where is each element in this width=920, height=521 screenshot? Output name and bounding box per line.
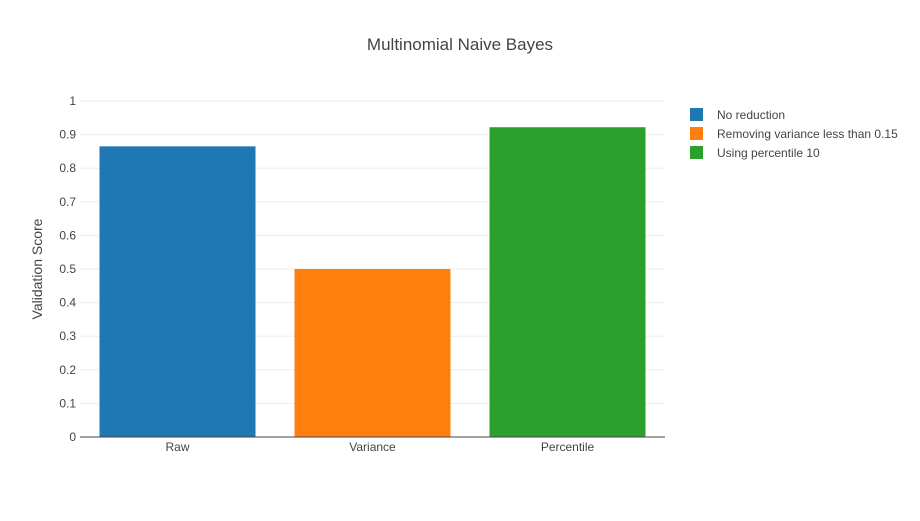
legend-swatch: [690, 108, 703, 121]
y-tick-label: 0.5: [59, 262, 76, 276]
y-tick-label: 1: [69, 94, 76, 108]
legend-label: No reduction: [717, 108, 785, 122]
legend-label: Using percentile 10: [717, 146, 820, 160]
y-tick-label: 0.7: [59, 195, 76, 209]
y-tick-label: 0.9: [59, 128, 76, 142]
legend-item[interactable]: Using percentile 10: [690, 146, 820, 160]
legend-item[interactable]: Removing variance less than 0.15: [690, 127, 898, 141]
bar-variance[interactable]: [294, 269, 451, 437]
legend-swatch: [690, 127, 703, 140]
y-tick-label: 0.2: [59, 363, 76, 377]
legend-label: Removing variance less than 0.15: [717, 127, 898, 141]
y-tick-label: 0.3: [59, 329, 76, 343]
legend-swatch: [690, 146, 703, 159]
bar-percentile[interactable]: [489, 127, 646, 437]
y-tick-label: 0.8: [59, 161, 76, 175]
bar-raw[interactable]: [99, 146, 256, 438]
y-tick-label: 0: [69, 430, 76, 444]
y-tick-label: 0.1: [59, 396, 76, 410]
x-tick-label: Variance: [349, 440, 396, 454]
x-tick-label: Raw: [165, 440, 189, 454]
y-axis-label: Validation Score: [29, 218, 45, 319]
x-tick-label: Percentile: [541, 440, 595, 454]
legend-item[interactable]: No reduction: [690, 108, 785, 122]
chart-title: Multinomial Naive Bayes: [367, 35, 553, 54]
y-tick-label: 0.6: [59, 228, 76, 242]
axes: 0 0.1 0.2 0.3 0.4 0.5 0.6 0.7 0.8 0.9 1 Raw Variance…: [59, 94, 665, 454]
y-tick-label: 0.4: [59, 296, 76, 310]
legend: No reduction Removing variance less than …: [690, 108, 898, 160]
bars: [99, 127, 646, 438]
